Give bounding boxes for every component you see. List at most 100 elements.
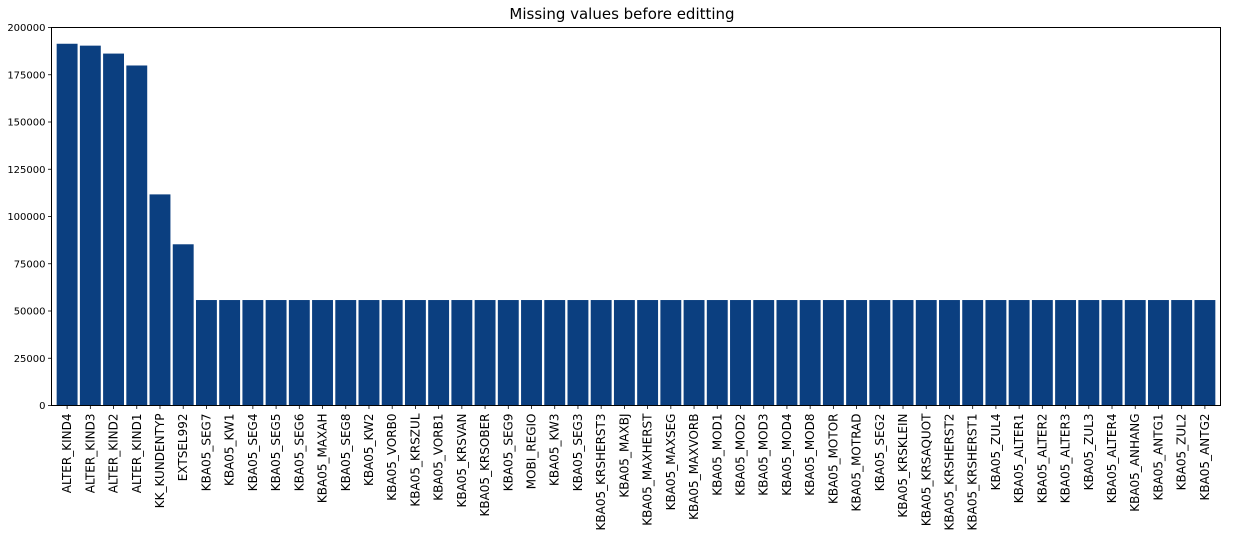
bar-kk-kundentyp	[149, 194, 171, 406]
x-tick-label: MOBI_REGIO	[525, 414, 539, 490]
x-tick-label: KBA05_KRSZUL	[408, 413, 422, 506]
x-tick-label: KBA05_MOD4	[780, 414, 794, 496]
x-tick-label: KBA05_MOD2	[733, 414, 747, 496]
x-tick-label: KBA05_SEG4	[246, 414, 260, 492]
bar-kba05-maxseg	[660, 300, 682, 406]
bar-kba05-zul3	[1078, 300, 1100, 406]
x-tick-label: EXTSEL992	[176, 414, 190, 482]
bar-kba05-kw1	[219, 300, 241, 406]
bar-kba05-seg7	[195, 300, 217, 406]
bar-alter-kind1	[126, 65, 148, 406]
x-tick-label: KBA05_KW2	[362, 414, 376, 487]
x-tick-label: KBA05_MOTOR	[826, 414, 840, 505]
bar-kba05-mod2	[730, 300, 751, 406]
y-tick-label: 200000	[7, 23, 45, 34]
bar-kba05-motrad	[846, 300, 868, 406]
x-tick-label: KBA05_SEG9	[501, 414, 515, 492]
bar-alter-kind4	[56, 43, 78, 406]
x-tick-label: KBA05_KRSVAN	[455, 414, 469, 508]
x-tick-label: KBA05_KRSOBER	[478, 414, 492, 517]
x-tick-label: KBA05_SEG3	[571, 414, 585, 492]
bar-kba05-anhang	[1124, 300, 1146, 406]
x-tick-label: KBA05_KW1	[223, 414, 237, 487]
x-tick-label: KBA05_MAXBJ	[617, 414, 631, 498]
x-tick-label: KBA05_SEG7	[199, 414, 213, 492]
bar-kba05-krsherst2	[939, 300, 960, 406]
bar-kba05-krsaquot	[915, 300, 937, 406]
bar-kba05-vorb1	[428, 300, 450, 406]
bar-kba05-zul2	[1171, 300, 1193, 406]
bar-kba05-alter2	[1031, 300, 1053, 406]
bar-kba05-krsklein	[892, 300, 914, 406]
y-tick-label: 175000	[7, 70, 45, 81]
bars-layer	[56, 43, 1216, 406]
x-tick-label: KBA05_MAXVORB	[687, 414, 701, 520]
y-tick-label: 150000	[7, 118, 45, 129]
bar-kba05-antg2	[1194, 300, 1216, 406]
bar-kba05-vorb0	[381, 300, 403, 406]
bar-kba05-krsober	[474, 300, 496, 406]
bar-kba05-maxherst	[637, 300, 659, 406]
bar-alter-kind2	[103, 53, 124, 406]
x-tick-label: KBA05_ALTER1	[1012, 414, 1026, 504]
x-tick-label: KBA05_ANTG1	[1151, 414, 1165, 501]
bar-kba05-seg6	[288, 300, 310, 406]
bar-kba05-zul4	[985, 300, 1007, 406]
x-tick-label: ALTER_KIND3	[83, 414, 97, 494]
x-tick-label: KBA05_MOD3	[757, 414, 771, 496]
bar-kba05-krsvan	[451, 300, 473, 406]
bar-kba05-kw3	[544, 300, 566, 406]
x-tick-label: KBA05_ZUL2	[1175, 414, 1189, 491]
bar-kba05-seg5	[265, 300, 287, 406]
bar-kba05-seg3	[567, 300, 589, 406]
bar-kba05-seg2	[869, 300, 891, 406]
x-tick-label: KBA05_MOTRAD	[850, 414, 864, 512]
bar-kba05-maxah	[312, 300, 333, 406]
bar-kba05-mod1	[706, 300, 728, 406]
x-tick-label: KBA05_ALTER3	[1059, 414, 1073, 504]
y-tick-label: 75000	[14, 259, 46, 270]
x-tick-label: KK_KUNDENTYP	[153, 414, 167, 509]
y-axis: 0 25000 50000 75000 100000 125000 150000 175000…	[7, 23, 52, 412]
bar-extsel992	[172, 244, 194, 406]
bar-kba05-alter3	[1055, 300, 1077, 406]
bar-kba05-antg1	[1148, 300, 1169, 406]
x-tick-label: KBA05_ALTER2	[1035, 414, 1049, 504]
x-axis: ALTER_KIND4 ALTER_KIND3 ALTER_KIND2 ALTER_K…	[60, 405, 1212, 531]
x-tick-label: KBA05_MOD8	[803, 414, 817, 496]
x-tick-label: KBA05_ANTG2	[1198, 414, 1212, 501]
x-tick-label: KBA05_MOD1	[710, 414, 724, 496]
x-tick-label: KBA05_VORB0	[385, 414, 399, 501]
x-tick-label: KBA05_KRSKLEIN	[896, 414, 910, 518]
x-tick-label: KBA05_MAXAH	[316, 414, 330, 504]
y-tick-label: 0	[39, 401, 45, 412]
x-tick-label: ALTER_KIND2	[107, 414, 121, 494]
x-tick-label: KBA05_SEG2	[873, 414, 887, 492]
bar-kba05-mod4	[776, 300, 798, 406]
bar-kba05-seg8	[335, 300, 357, 406]
chart-title: Missing values before editting	[509, 5, 734, 23]
bar-kba05-mod8	[799, 300, 821, 406]
x-tick-label: KBA05_ALTER4	[1105, 414, 1119, 504]
bar-alter-kind3	[79, 45, 101, 406]
plot-frame	[51, 27, 1221, 406]
y-tick-label: 25000	[14, 354, 46, 365]
bar-mobi-regio	[521, 300, 542, 406]
x-tick-label: KBA05_KRSHERST1	[966, 414, 980, 531]
bar-kba05-krsherst3	[590, 300, 612, 406]
bar-kba05-kw2	[358, 300, 380, 406]
x-tick-label: ALTER_KIND4	[60, 414, 74, 494]
y-tick-label: 50000	[14, 307, 46, 318]
bar-kba05-alter1	[1008, 300, 1030, 406]
bar-kba05-krszul	[404, 300, 426, 406]
x-tick-label: KBA05_ZUL3	[1082, 414, 1096, 491]
x-tick-label: KBA05_KW3	[548, 414, 562, 487]
bar-kba05-maxvorb	[683, 300, 705, 406]
y-tick-label: 125000	[7, 165, 45, 176]
bar-kba05-seg9	[497, 300, 519, 406]
bar-kba05-maxbj	[613, 300, 635, 406]
bar-kba05-motor	[822, 300, 844, 406]
x-tick-label: ALTER_KIND1	[130, 414, 144, 494]
bar-kba05-alter4	[1101, 300, 1123, 406]
